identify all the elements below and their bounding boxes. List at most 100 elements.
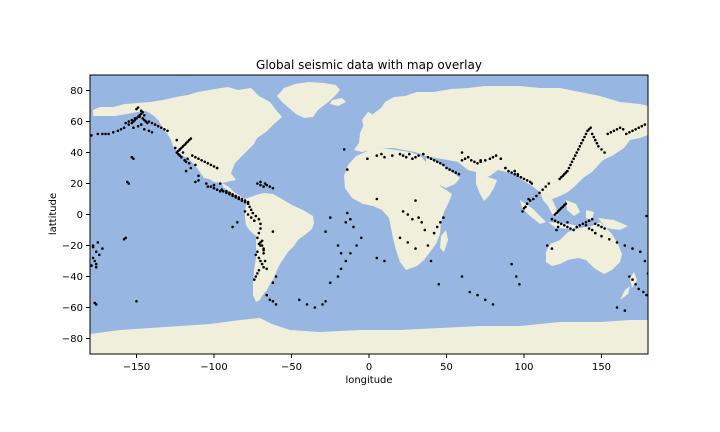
- earthquake-point: [98, 253, 101, 257]
- earthquake-point: [589, 126, 592, 129]
- earthquake-point: [166, 129, 169, 133]
- earthquake-point: [573, 154, 577, 157]
- earthquake-point: [398, 236, 402, 240]
- x-tick-label: 50: [440, 362, 453, 373]
- earthquake-point: [488, 157, 492, 160]
- earthquake-point: [251, 211, 255, 215]
- earthquake-point: [587, 227, 591, 230]
- earthquake-point: [218, 190, 222, 193]
- land-south-america: [245, 193, 314, 302]
- earthquake-point: [257, 217, 261, 221]
- earthquake-point: [380, 152, 383, 156]
- earthquake-point: [112, 131, 115, 134]
- earthquake-point: [91, 256, 95, 260]
- earthquake-point: [587, 128, 591, 131]
- earthquake-point: [411, 157, 414, 160]
- earthquake-point: [460, 275, 464, 278]
- earthquake-point: [572, 157, 575, 160]
- earthquake-point: [246, 202, 250, 205]
- earthquake-point: [271, 300, 275, 303]
- earthquake-point: [231, 225, 234, 229]
- earthquake-point: [259, 259, 262, 263]
- earthquake-point: [558, 177, 561, 181]
- earthquake-point: [254, 253, 258, 257]
- earthquake-point: [473, 160, 476, 164]
- earthquake-point: [507, 169, 510, 173]
- earthquake-point: [375, 256, 379, 260]
- earthquake-point: [637, 126, 640, 129]
- earthquake-point: [623, 244, 627, 247]
- earthquake-point: [257, 231, 261, 235]
- earthquake-point: [594, 222, 597, 226]
- earthquake-point: [215, 188, 219, 191]
- earthquake-point: [590, 132, 594, 136]
- earthquake-point: [94, 262, 98, 266]
- y-tick-label: 20: [70, 179, 83, 190]
- earthquake-point: [107, 132, 110, 136]
- earthquake-point: [476, 162, 479, 165]
- earthquake-point: [133, 117, 137, 120]
- y-axis: −80 −60 −40 −20 0 20 40 60 80: [62, 86, 90, 345]
- earthquake-point: [510, 171, 513, 174]
- earthquake-point: [259, 244, 262, 247]
- earthquake-point: [194, 163, 197, 167]
- earthquake-point: [530, 182, 534, 185]
- earthquake-point: [265, 183, 269, 187]
- earthquake-point: [578, 145, 582, 148]
- y-tick-label: 80: [70, 86, 83, 97]
- earthquake-point: [191, 154, 194, 157]
- earthquake-point: [476, 293, 479, 297]
- earthquake-point: [127, 182, 131, 185]
- earthquake-point: [197, 179, 200, 182]
- earthquake-point: [583, 135, 586, 139]
- earthquake-point: [135, 107, 138, 111]
- land-central-america: [222, 183, 251, 203]
- earthquake-point: [575, 225, 578, 229]
- earthquake-point: [257, 242, 261, 246]
- earthquake-point: [163, 128, 166, 131]
- x-tick-label: −100: [200, 362, 227, 373]
- earthquake-points: [90, 106, 648, 312]
- earthquake-point: [256, 236, 259, 240]
- earthquake-point: [532, 197, 535, 201]
- earthquake-point: [555, 211, 558, 215]
- earthquake-point: [141, 117, 144, 120]
- land-japan: [600, 132, 614, 156]
- earthquake-point: [181, 151, 185, 154]
- earthquake-point: [643, 123, 647, 126]
- earthquake-point: [429, 157, 433, 160]
- x-tick-label: 100: [514, 362, 533, 373]
- earthquake-point: [260, 239, 264, 243]
- earthquake-point: [246, 213, 250, 216]
- earthquake-point: [408, 152, 411, 156]
- x-tick-label: −50: [281, 362, 302, 373]
- earthquake-point: [608, 238, 611, 241]
- earthquake-point: [127, 123, 131, 126]
- earthquake-point: [470, 159, 473, 162]
- earthquake-point: [525, 179, 529, 182]
- earthquake-point: [634, 128, 637, 131]
- earthquake-point: [642, 290, 645, 294]
- earthquake-point: [197, 174, 200, 178]
- land-indonesia: [520, 200, 628, 230]
- earthquake-point: [104, 132, 107, 136]
- earthquake-point: [590, 228, 594, 232]
- earthquake-point: [256, 250, 259, 253]
- earthquake-point: [513, 169, 516, 173]
- earthquake-point: [570, 160, 574, 164]
- earthquake-point: [484, 298, 487, 302]
- earthquake-point: [124, 121, 127, 125]
- earthquake-point: [612, 129, 616, 133]
- chart-title: Global seismic data with map overlay: [256, 58, 482, 72]
- plot-area: [89, 74, 649, 355]
- land-india: [476, 172, 497, 201]
- earthquake-point: [268, 298, 272, 302]
- earthquake-point: [260, 262, 264, 266]
- earthquake-point: [515, 275, 518, 278]
- earthquake-point: [262, 185, 265, 188]
- earthquake-point: [521, 210, 524, 213]
- earthquake-point: [460, 151, 464, 154]
- earthquake-point: [528, 199, 532, 202]
- earthquake-point: [439, 162, 442, 165]
- earthquake-point: [594, 231, 597, 235]
